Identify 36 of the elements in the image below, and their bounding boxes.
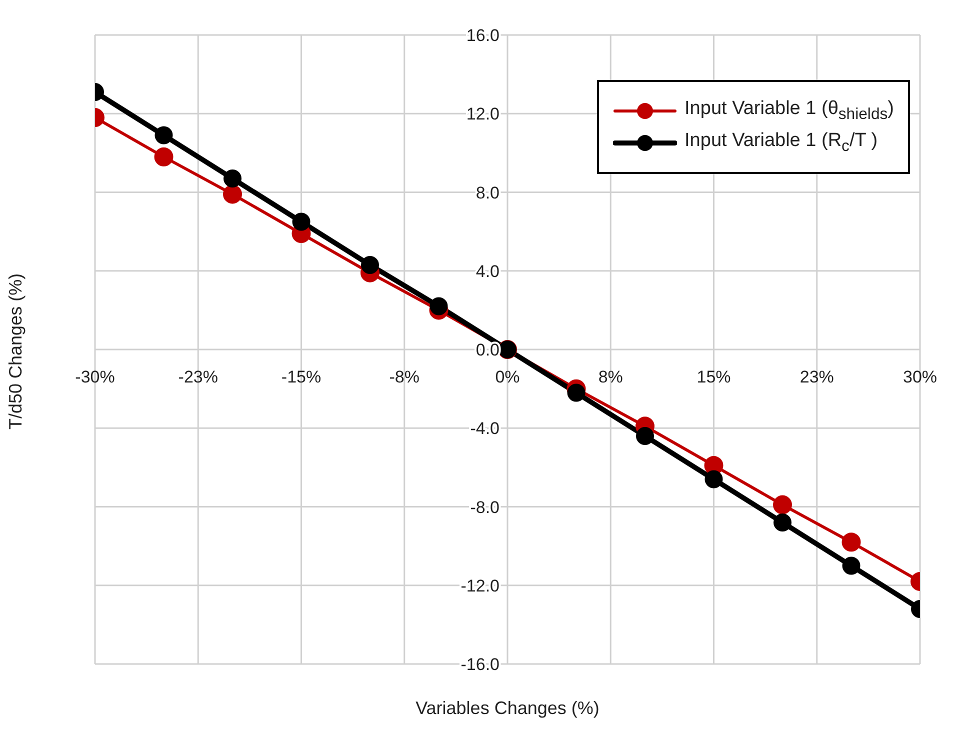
- x-tick-label: -30%: [75, 368, 115, 386]
- y-tick-label: -12.0: [460, 576, 500, 596]
- point: [842, 556, 860, 575]
- point: [154, 126, 173, 144]
- point: [154, 147, 174, 166]
- point: [292, 212, 310, 231]
- x-tick-label: -8%: [389, 368, 420, 386]
- x-axis-title: Variables Changes (%): [416, 698, 600, 718]
- point: [842, 532, 861, 552]
- point: [223, 184, 242, 204]
- point: [361, 256, 379, 274]
- legend-label: Input Variable 1 (θ$_{shields}$): [684, 98, 894, 124]
- point: [774, 513, 792, 532]
- x-tick-label: -23%: [178, 368, 218, 386]
- y-tick-label: -4.0: [470, 419, 500, 438]
- x-tick-label: 8%: [598, 368, 623, 386]
- x-tick-label: 30%: [902, 368, 938, 386]
- y-tick-label: -8.0: [470, 498, 500, 517]
- legend-label: Input Variable 1 (R$_{c}$/T ): [684, 130, 878, 156]
- y-tick-label: 0.0: [476, 340, 500, 360]
- y-tick-label: 16.0: [466, 26, 500, 45]
- x-tick-label: -15%: [281, 368, 322, 386]
- point: [773, 495, 792, 514]
- y-tick-label: 4.0: [476, 262, 500, 281]
- y-tick-label: -16.0: [460, 655, 500, 674]
- x-tick-label: 15%: [696, 368, 731, 386]
- y-tick-label: 12.0: [466, 104, 500, 124]
- y-axis-title: T/d50 Changes (%): [5, 273, 26, 430]
- point: [224, 169, 242, 188]
- point: [430, 297, 448, 316]
- point: [567, 384, 586, 402]
- point: [704, 470, 723, 488]
- x-tick-label: 23%: [800, 368, 834, 386]
- x-tick-label: 0%: [495, 368, 520, 386]
- y-tick-label: 8.0: [476, 183, 500, 202]
- point: [636, 426, 654, 445]
